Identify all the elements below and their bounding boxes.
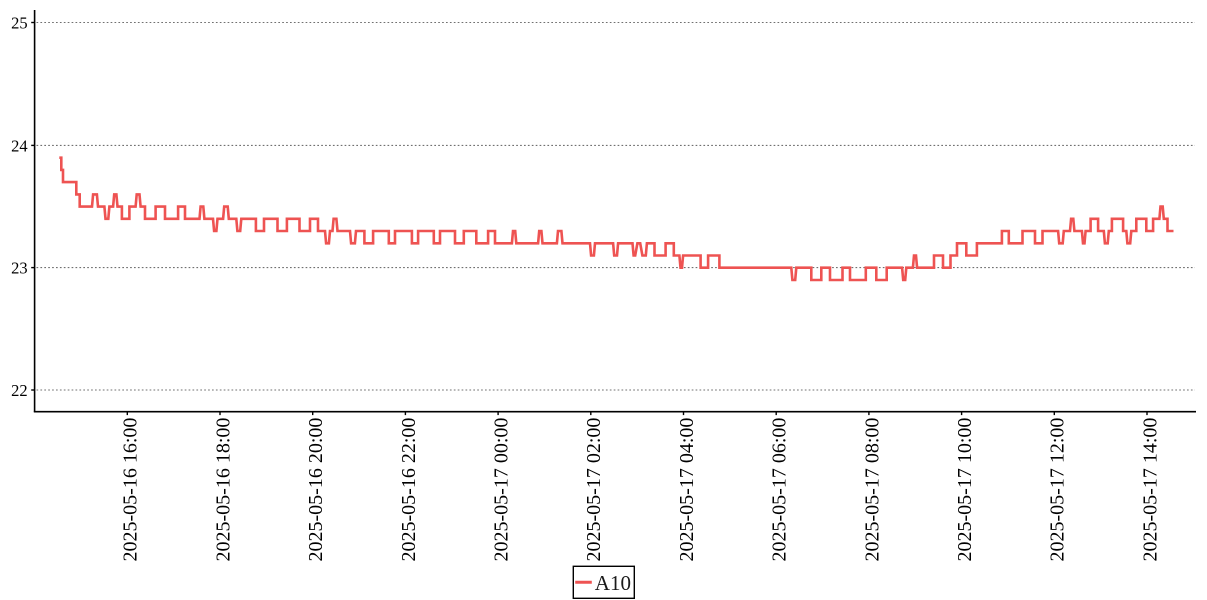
svg-text:23: 23 [11,259,28,278]
svg-text:2025-05-17 02:00: 2025-05-17 02:00 [583,418,605,562]
svg-text:2025-05-17 04:00: 2025-05-17 04:00 [676,418,698,562]
svg-text:25: 25 [11,14,28,33]
svg-text:2025-05-16 22:00: 2025-05-16 22:00 [398,418,420,562]
svg-text:2025-05-17 10:00: 2025-05-17 10:00 [954,418,976,562]
svg-text:2025-05-17 00:00: 2025-05-17 00:00 [491,418,513,562]
svg-text:2025-05-17 06:00: 2025-05-17 06:00 [769,418,791,562]
svg-text:22: 22 [11,381,28,400]
svg-text:2025-05-16 18:00: 2025-05-16 18:00 [212,418,234,562]
svg-text:2025-05-17 08:00: 2025-05-17 08:00 [861,418,883,562]
svg-text:2025-05-17 12:00: 2025-05-17 12:00 [1047,418,1069,562]
svg-text:2025-05-16 16:00: 2025-05-16 16:00 [120,418,142,562]
svg-text:2025-05-16 20:00: 2025-05-16 20:00 [305,418,327,562]
svg-text:A10: A10 [595,571,631,595]
svg-text:24: 24 [11,137,28,156]
svg-text:2025-05-17 14:00: 2025-05-17 14:00 [1139,418,1161,562]
